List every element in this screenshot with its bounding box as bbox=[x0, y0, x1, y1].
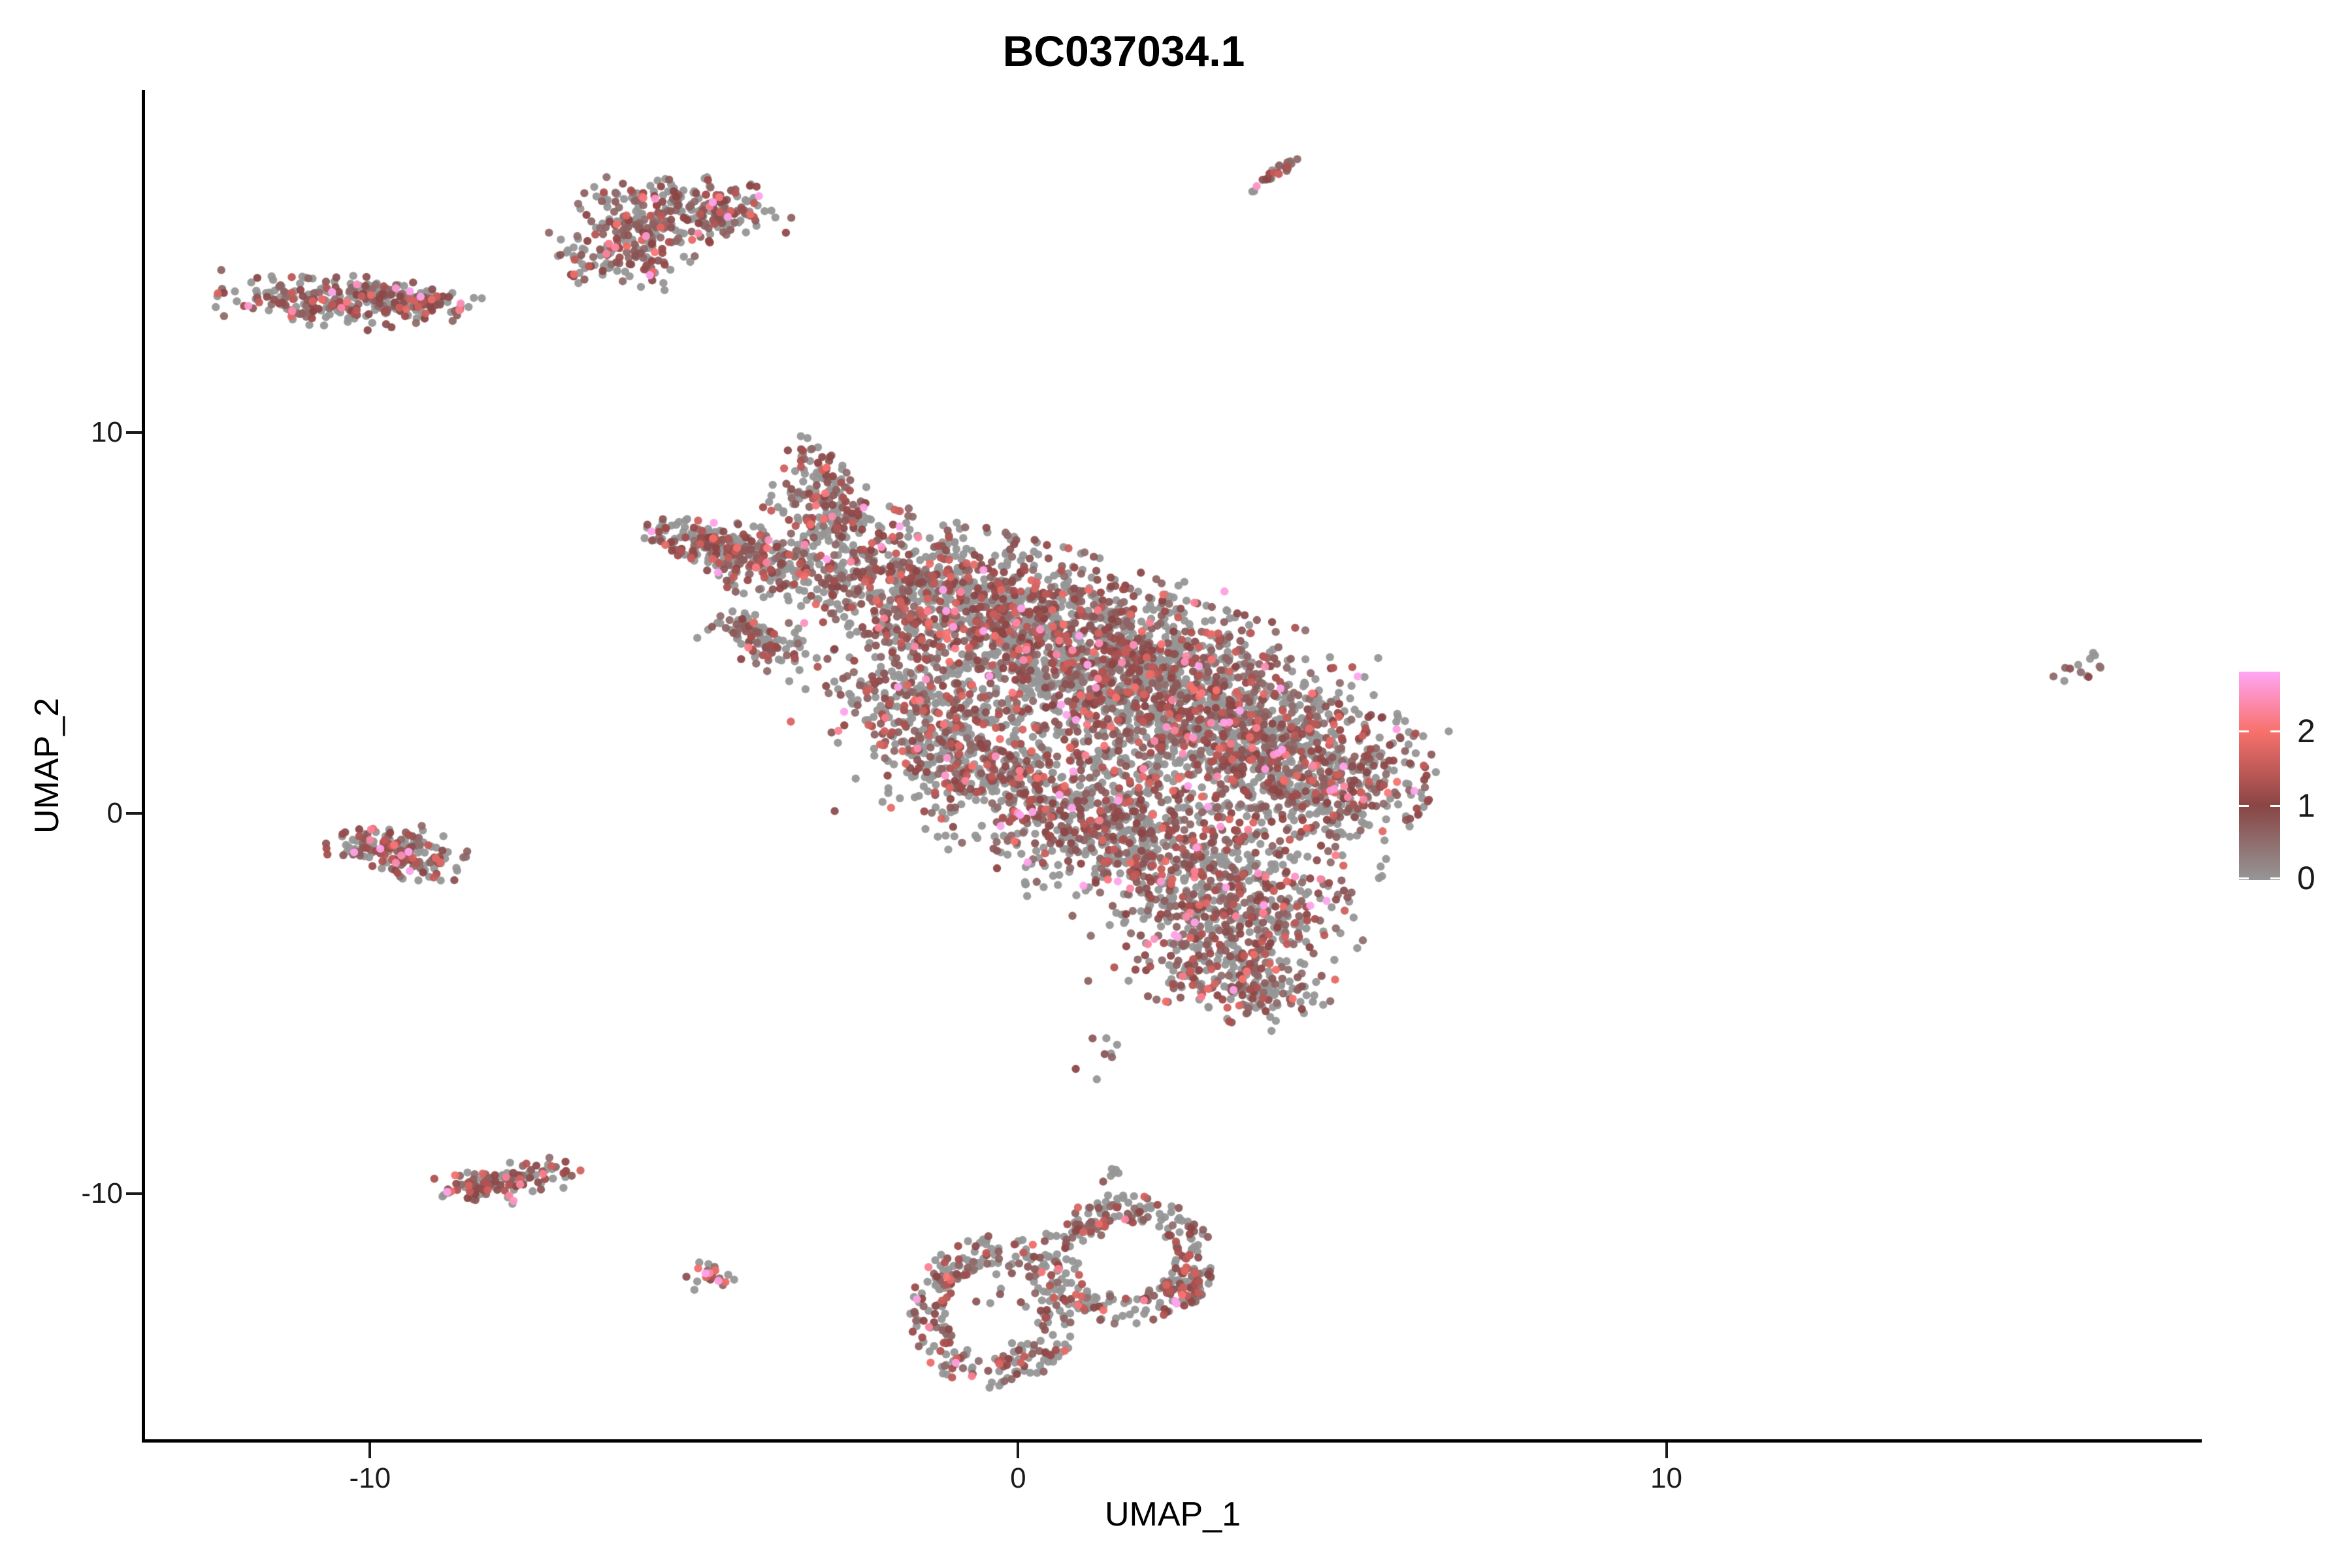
legend-tick-label: 0 bbox=[2297, 860, 2315, 896]
y-axis-title: UMAP_2 bbox=[28, 697, 66, 834]
x-tick-label: -10 bbox=[349, 1462, 391, 1494]
y-tick-label: 0 bbox=[106, 796, 123, 829]
y-tick-label: 10 bbox=[91, 416, 123, 449]
y-tick-mark bbox=[126, 811, 142, 815]
x-tick-mark bbox=[368, 1443, 372, 1458]
y-tick-mark bbox=[126, 1192, 142, 1196]
x-axis-spine bbox=[142, 1439, 2202, 1443]
x-tick-mark bbox=[1665, 1443, 1668, 1458]
legend-tick-mark bbox=[2270, 877, 2280, 879]
legend-colorbar bbox=[2239, 672, 2280, 880]
x-tick-label: 0 bbox=[1010, 1462, 1026, 1494]
legend-tick-mark bbox=[2270, 805, 2280, 808]
x-tick-label: 10 bbox=[1650, 1462, 1682, 1494]
x-tick-mark bbox=[1017, 1443, 1020, 1458]
y-tick-label: -10 bbox=[81, 1177, 123, 1210]
y-tick-mark bbox=[126, 431, 142, 434]
legend-tick-mark bbox=[2239, 877, 2249, 879]
legend-tick-mark bbox=[2239, 730, 2249, 733]
x-axis-title: UMAP_1 bbox=[1104, 1495, 1241, 1533]
legend-tick-label: 2 bbox=[2297, 713, 2315, 750]
y-axis-spine bbox=[142, 90, 145, 1443]
legend-tick-mark bbox=[2239, 805, 2249, 808]
legend-tick-mark bbox=[2270, 730, 2280, 733]
plot-title: BC037034.1 bbox=[1002, 27, 1245, 75]
legend-tick-label: 1 bbox=[2297, 787, 2315, 825]
scatter-canvas bbox=[145, 91, 2202, 1439]
